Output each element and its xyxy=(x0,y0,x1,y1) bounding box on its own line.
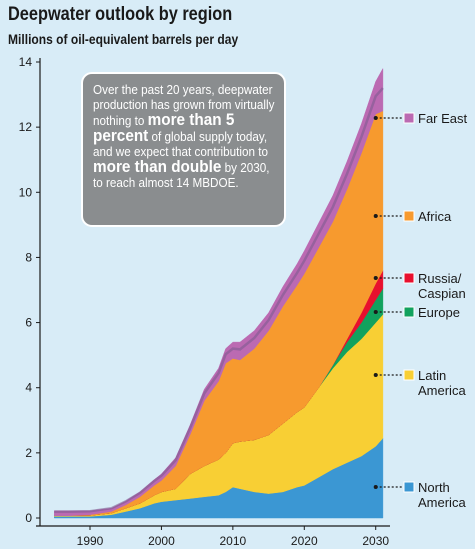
legend-swatch-russia-caspian xyxy=(403,272,415,284)
y-tick-label: 14 xyxy=(19,55,33,69)
callout-text-3: by 2030, to reach almost 14 MBDOE. xyxy=(93,160,270,190)
y-tick-label: 10 xyxy=(19,185,33,199)
x-tick-label: 2020 xyxy=(291,534,318,548)
legend-label-russia-caspian: Russia/Caspian xyxy=(418,271,466,301)
legend-label-europe: Europe xyxy=(418,305,460,320)
callout-bold-1: more than 5 percent xyxy=(93,110,235,145)
x-tick-label: 2030 xyxy=(362,534,389,548)
callout-bold-2: more than double xyxy=(93,157,222,176)
chart-subtitle: Millions of oil-equivalent barrels per d… xyxy=(8,31,239,47)
legend-swatch-north-america xyxy=(403,481,415,493)
area-layer xyxy=(54,67,384,519)
y-tick-label: 2 xyxy=(25,446,32,460)
legend-label-latin-america: Latin America xyxy=(418,368,466,398)
y-tick-label: 8 xyxy=(25,250,32,264)
x-tick-label: 2000 xyxy=(148,534,175,548)
callout-text: Over the past 20 years, deepwater produc… xyxy=(93,82,278,190)
callout-text-1: Over the past 20 years, deepwater produc… xyxy=(93,82,275,128)
y-tick-label: 0 xyxy=(25,511,32,525)
legend-label-africa: Africa xyxy=(418,209,452,224)
callout-text-2: of global supply today, and we expect th… xyxy=(93,129,268,159)
far-east-edge xyxy=(54,87,384,513)
legend: North America Latin America Europe Russia/Cas… xyxy=(373,111,468,510)
legend-label-far-east: Far East xyxy=(418,111,468,126)
legend-swatch-africa xyxy=(403,210,415,222)
chart-title: Deepwater outlook by region xyxy=(8,4,233,25)
y-tick-label: 4 xyxy=(25,381,32,395)
x-tick-label: 2010 xyxy=(220,534,247,548)
legend-swatch-latin-america xyxy=(403,369,415,381)
axis-layer: 0 2 4 6 8 10 12 14 1990 2000 2010 2020 2030 xyxy=(19,55,390,548)
legend-swatch-far-east xyxy=(403,112,415,124)
legend-label-north-america: North America xyxy=(418,480,466,510)
annotation-callout: Over the past 20 years, deepwater produc… xyxy=(81,72,286,227)
y-tick-label: 6 xyxy=(25,316,32,330)
legend-swatch-europe xyxy=(403,306,415,318)
y-tick-label: 12 xyxy=(19,120,33,134)
x-tick-label: 1990 xyxy=(77,534,104,548)
